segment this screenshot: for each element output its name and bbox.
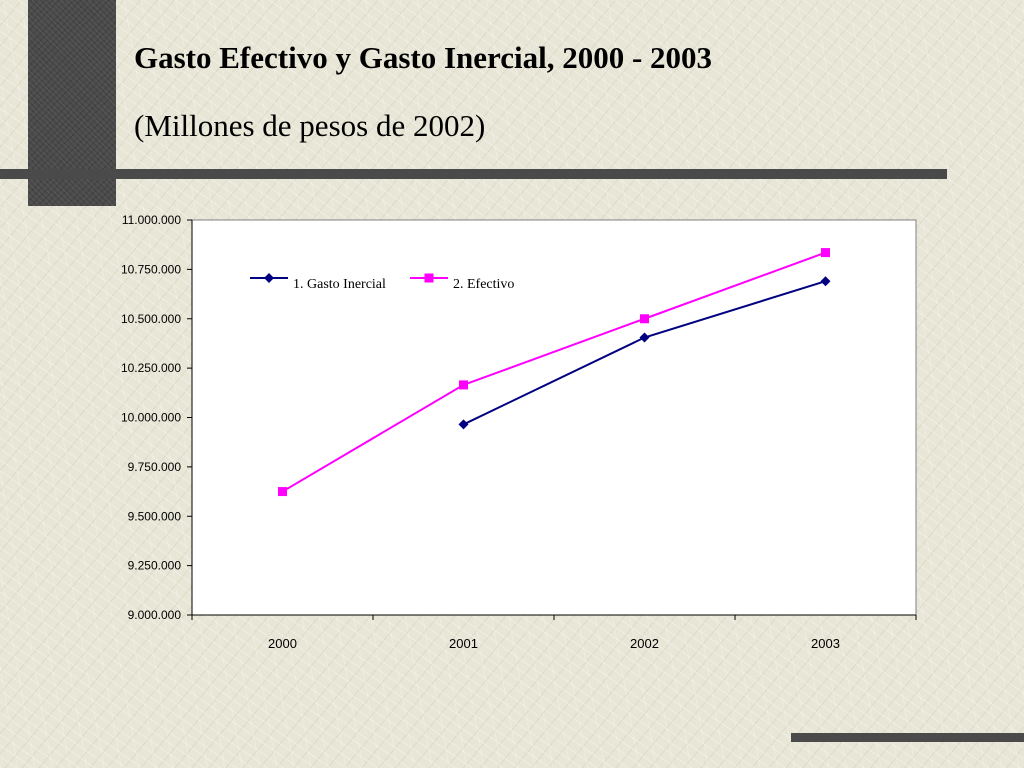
y-tick-label: 9.000.000	[128, 608, 182, 622]
legend-marker-2	[424, 273, 434, 283]
slide-title: Gasto Efectivo y Gasto Inercial, 2000 - …	[134, 40, 713, 75]
y-tick-label: 9.500.000	[128, 509, 182, 523]
series-1-point	[458, 419, 469, 430]
y-tick-label: 10.750.000	[121, 262, 181, 276]
series-line-2	[281, 251, 826, 493]
y-tick-label: 10.000.000	[121, 411, 181, 425]
y-tick-label: 10.250.000	[121, 361, 181, 375]
legend-marker-1	[264, 273, 274, 283]
plot-area	[191, 219, 917, 616]
y-tick-label: 11.000.000	[122, 213, 181, 227]
x-tick-label: 2002	[630, 636, 659, 651]
y-tick-label: 10.500.000	[121, 312, 181, 326]
y-tick-label: 9.250.000	[128, 559, 182, 573]
x-tick-label: 2001	[449, 636, 478, 651]
series-2-point	[640, 314, 649, 324]
y-tick-label: 9.750.000	[128, 460, 182, 474]
decorative-top-bar	[0, 169, 947, 179]
slide-subtitle: (Millones de pesos de 2002)	[134, 108, 486, 143]
decorative-bottom-bar	[791, 733, 1024, 742]
x-tick-label: 2003	[811, 636, 840, 651]
series-2-point	[278, 487, 287, 497]
legend-label-2: 2. Efectivo	[453, 277, 514, 292]
series-1-point	[639, 332, 650, 343]
series-2-point	[821, 248, 830, 258]
legend-label-1: 1. Gasto Inercial	[293, 277, 386, 292]
x-tick-label: 2000	[268, 636, 297, 651]
series-2-point	[459, 380, 468, 390]
series-1-point	[820, 276, 831, 287]
